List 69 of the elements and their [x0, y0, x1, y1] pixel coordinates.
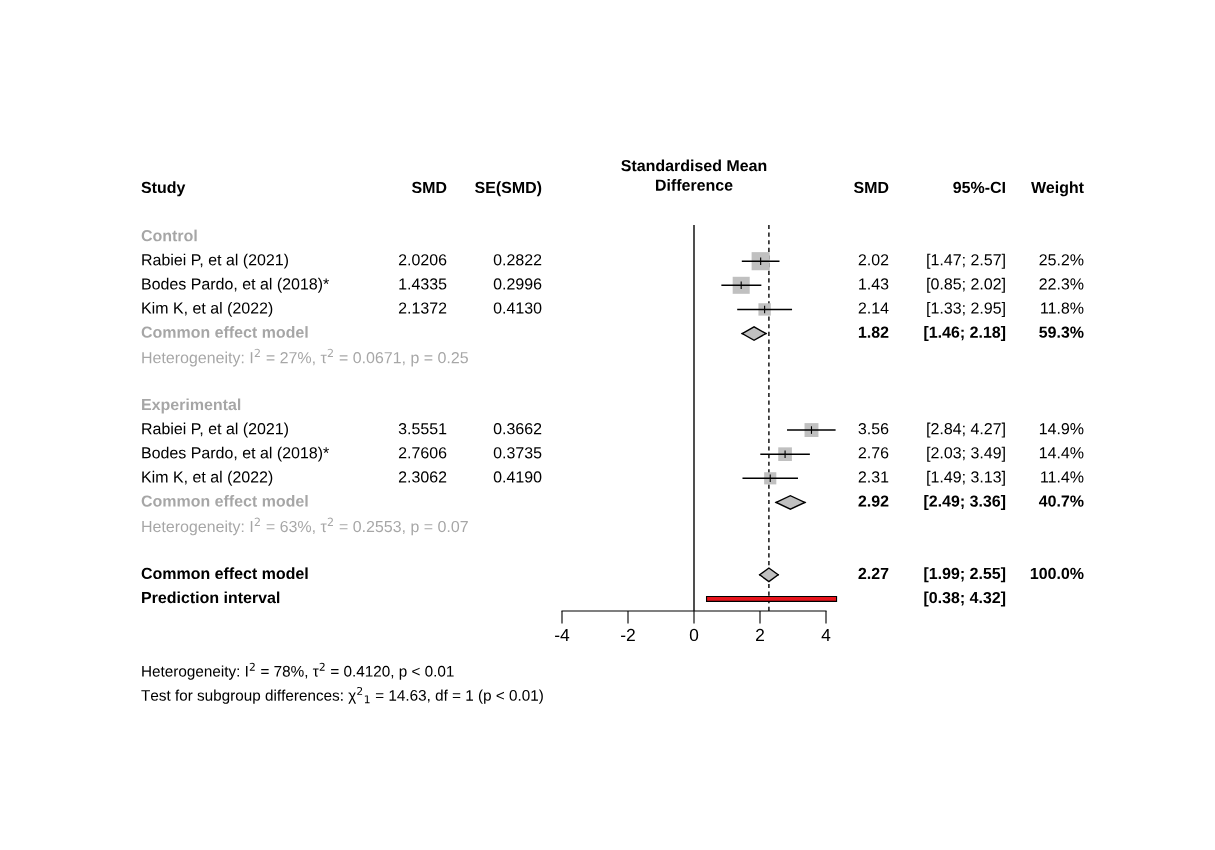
y-tick-label: Prediction interval	[142, 591, 280, 604]
text: [1.99; 2.55]	[924, 567, 1006, 583]
text: 0.4190	[493, 471, 542, 483]
text: [0.85; 2.02]	[927, 277, 1005, 293]
text: 11.8%	[1041, 302, 1084, 314]
text: 0.2822	[493, 254, 542, 266]
y-tick-label: Common effect model	[141, 326, 308, 338]
text: 1.4335	[399, 278, 447, 290]
y-tick-label: Bodes Pardo, et al (2018)*	[142, 277, 329, 293]
y-tick-label: Rabiei P, et al (2021)	[142, 253, 288, 269]
y-axis-title: Study	[141, 181, 186, 197]
text: 2.02	[858, 254, 889, 266]
text: 40.7%	[1038, 495, 1084, 507]
text: 22.3%	[1039, 278, 1084, 290]
text: [0.38; 4.32]	[924, 591, 1006, 607]
text: 3.5551	[398, 423, 447, 435]
text: 2.3062	[398, 471, 447, 483]
y-tick-label: Control	[141, 229, 197, 242]
text: Test for subgroup differences: χ$^{2}$$_{1}$ = 14.63, df = 1 (p < 0.01)	[141, 686, 543, 704]
text: SE(SMD)	[475, 181, 542, 197]
y-tick-label: Heterogeneity: I$^{2}$ = 27%, τ$^{2}$ = 0.0671, p = 0.25	[142, 348, 468, 367]
text: 14.9%	[1039, 423, 1084, 435]
text: 2.76	[858, 447, 889, 459]
text: 2.27	[858, 567, 889, 579]
text: SMD	[411, 181, 447, 194]
point	[758, 567, 779, 583]
text: Weight	[1031, 181, 1084, 197]
text: 2.1372	[398, 302, 447, 314]
text: 2.0206	[398, 254, 447, 266]
text: [1.33; 2.95]	[927, 301, 1005, 317]
y-tick-label: Bodes Pardo, et al (2018)*	[142, 446, 329, 462]
text: 0.3662	[493, 423, 542, 435]
text: 14.4%	[1039, 447, 1084, 459]
text: 11.4%	[1041, 471, 1084, 483]
chart-title: Standardised Mean Difference	[621, 159, 767, 191]
text: 25.2%	[1039, 254, 1084, 266]
text: 2.31	[858, 471, 889, 483]
x-tick-label: -2	[621, 628, 635, 641]
y-tick-label: Kim K, et al (2022)	[142, 470, 273, 486]
text: Heterogeneity: I$^{2}$ = 78%, τ$^{2}$ = 0.4120, p < 0.01	[142, 662, 454, 680]
x-tick-label: 4	[821, 629, 831, 641]
text: 95%-CI	[953, 181, 1005, 194]
text: 1.43	[859, 278, 889, 290]
y-tick-label: Common effect model	[141, 567, 308, 580]
text: [2.03; 3.49]	[927, 446, 1005, 462]
text: [2.49; 3.36]	[924, 494, 1006, 510]
text: 3.56	[858, 423, 889, 435]
text: SMD	[853, 181, 889, 194]
y-tick-label: Experimental	[142, 398, 241, 414]
text: 59.3%	[1039, 326, 1084, 338]
y-tick-label: Kim K, et al (2022)	[142, 301, 273, 317]
x-tick-label: -4	[555, 629, 570, 641]
text: [2.84; 4.27]	[927, 422, 1005, 438]
x-tick-label: 0	[689, 628, 699, 642]
text: 2.14	[858, 302, 889, 314]
text: 2.7606	[398, 447, 447, 459]
text: 0.3735	[493, 447, 542, 459]
text: 100.0%	[1030, 567, 1084, 580]
text: 0.4130	[493, 302, 542, 314]
text: [1.49; 3.13]	[927, 470, 1005, 486]
text: [1.46; 2.18]	[924, 326, 1006, 342]
y-tick-label: Rabiei P, et al (2021)	[142, 422, 288, 438]
y-tick-label: Heterogeneity: I$^{2}$ = 63%, τ$^{2}$ = 0.2553, p = 0.07	[142, 517, 468, 536]
text: [1.47; 2.57]	[927, 253, 1005, 269]
text: 1.82	[858, 326, 889, 338]
y-tick-label: Common effect model	[141, 494, 308, 507]
text: 2.92	[858, 495, 889, 507]
x-tick-label: 2	[756, 628, 764, 641]
text: 0.2996	[493, 278, 542, 290]
